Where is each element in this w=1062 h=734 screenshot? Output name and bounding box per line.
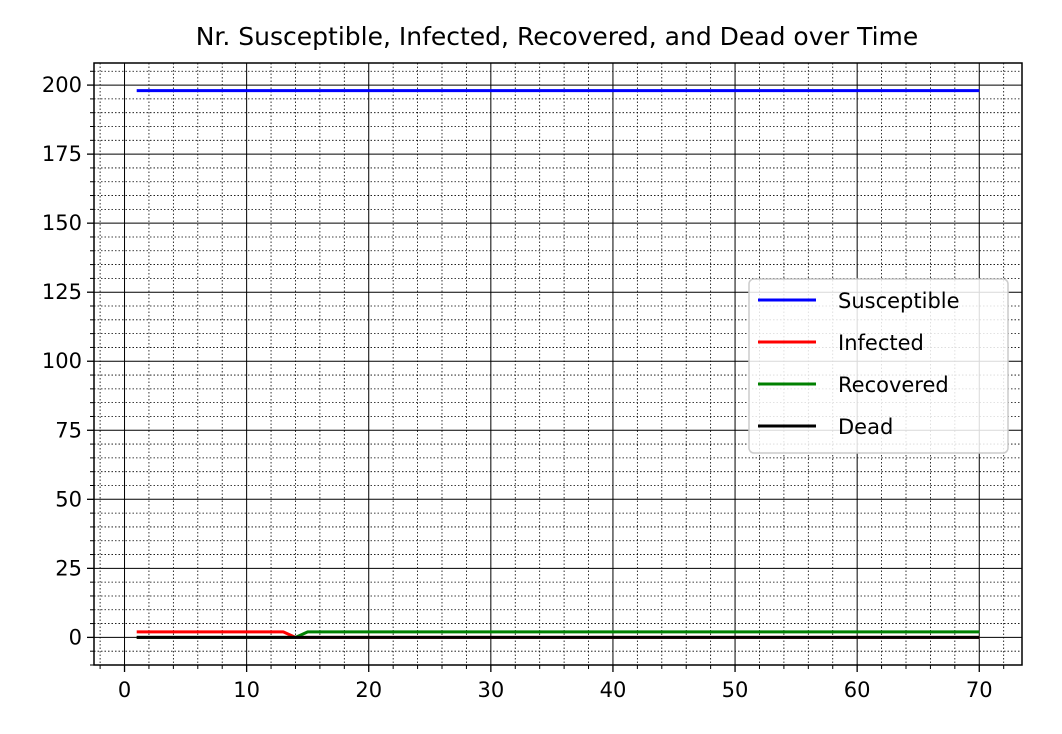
legend-box: [748, 278, 1009, 454]
grid: [94, 63, 1022, 666]
y-tick-label: 125: [42, 280, 82, 304]
y-tick-label: 50: [55, 487, 82, 511]
y-tick-label: 25: [55, 556, 82, 580]
x-tick-label: 10: [233, 678, 260, 702]
legend-label-dead: Dead: [838, 415, 893, 439]
x-tick-label: 30: [477, 678, 504, 702]
chart-title: Nr. Susceptible, Infected, Recovered, an…: [196, 22, 919, 51]
legend: Susceptible Infected Recovered Dead: [748, 278, 1009, 454]
plot-frame: [93, 62, 1023, 666]
y-tick-label: 175: [42, 142, 82, 166]
y-tick-label: 100: [42, 349, 82, 373]
x-tick-label: 60: [844, 678, 871, 702]
legend-label-recovered: Recovered: [838, 373, 949, 397]
x-tick-label: 20: [355, 678, 382, 702]
y-tick-label: 200: [42, 73, 82, 97]
y-tick-label: 0: [69, 625, 82, 649]
legend-label-infected: Infected: [838, 331, 924, 355]
series-lines: [136, 89, 980, 639]
x-tick-label: 40: [600, 678, 627, 702]
y-tick-label: 150: [42, 211, 82, 235]
x-tick-label: 0: [118, 678, 131, 702]
y-tick-label: 75: [55, 418, 82, 442]
legend-label-susceptible: Susceptible: [838, 289, 960, 313]
x-tick-label: 70: [966, 678, 993, 702]
axis-ticks: 0 10 20 30 40 50 60 70 0 25 50 75 100 125 150 175 200: [42, 70, 1005, 702]
x-tick-label: 50: [722, 678, 749, 702]
